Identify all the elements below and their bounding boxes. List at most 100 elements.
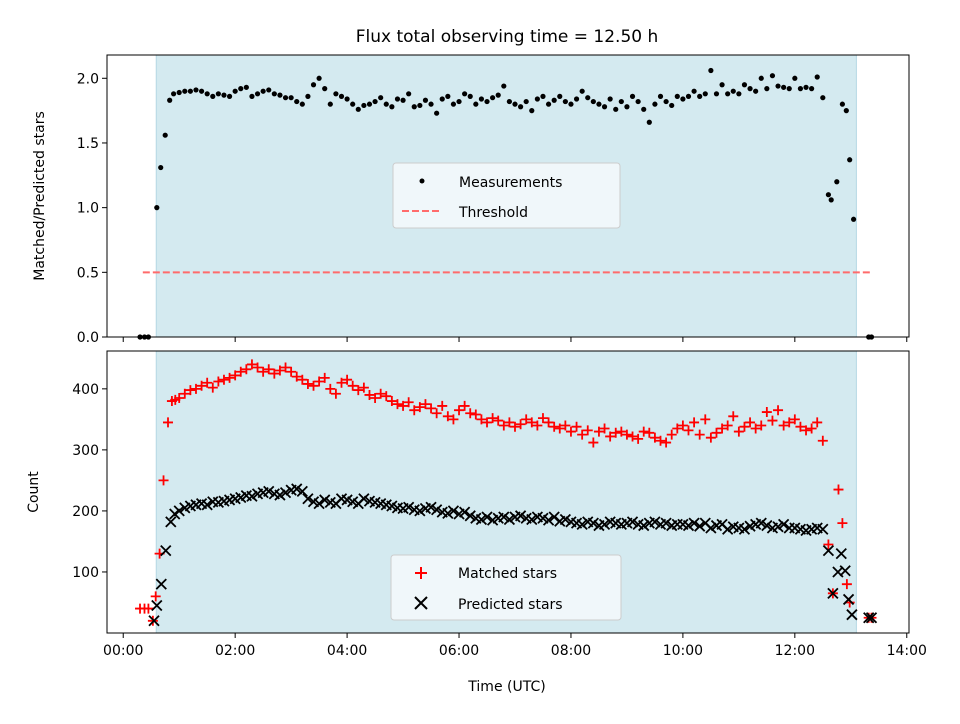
- data-point: [302, 493, 314, 505]
- data-point: [722, 523, 734, 535]
- data-point: [554, 423, 565, 434]
- data-point: [288, 95, 294, 101]
- data-point: [741, 82, 748, 88]
- x-tick-label: 04:00: [327, 643, 367, 659]
- data-point: [523, 98, 529, 105]
- data-point: [150, 591, 161, 602]
- legend-predicted-marker: [414, 596, 428, 610]
- data-point: [526, 417, 537, 428]
- data-point: [420, 399, 431, 410]
- data-point: [694, 429, 705, 440]
- data-point: [291, 371, 302, 382]
- data-point: [201, 499, 213, 511]
- data-point: [514, 510, 527, 522]
- data-point: [165, 516, 177, 528]
- data-point: [411, 104, 417, 110]
- data-point: [269, 368, 280, 379]
- data-point: [624, 104, 630, 110]
- data-point: [761, 407, 772, 418]
- data-point: [158, 475, 169, 486]
- data-point: [148, 615, 160, 627]
- data-point: [226, 93, 233, 99]
- data-point: [414, 402, 425, 413]
- data-point: [834, 179, 840, 185]
- data-point: [633, 433, 644, 444]
- data-point: [610, 427, 621, 438]
- data-point: [193, 87, 199, 93]
- data-point: [167, 97, 173, 103]
- data-point: [680, 96, 686, 102]
- data-point: [196, 380, 207, 391]
- data-point: [299, 101, 305, 107]
- data-point: [717, 423, 728, 434]
- data-point: [252, 362, 263, 373]
- data-point: [582, 425, 593, 436]
- data-point: [565, 426, 576, 437]
- y-tick-label: 300: [72, 443, 99, 459]
- legend-matched-label: Matched stars: [458, 566, 557, 582]
- data-point: [657, 93, 664, 99]
- data-point: [764, 86, 770, 92]
- data-point: [481, 511, 493, 523]
- data-point: [618, 98, 624, 105]
- data-point: [358, 382, 369, 393]
- data-point: [198, 88, 205, 94]
- data-point: [822, 544, 835, 557]
- data-point: [847, 157, 853, 163]
- data-point: [738, 523, 751, 535]
- data-point: [182, 88, 188, 94]
- data-point: [599, 423, 610, 434]
- data-point: [850, 216, 857, 222]
- data-point: [616, 426, 627, 437]
- data-point: [833, 484, 844, 495]
- data-point: [279, 486, 292, 499]
- data-point: [322, 86, 328, 92]
- data-point: [843, 108, 849, 114]
- data-point: [381, 391, 392, 402]
- data-point: [286, 366, 297, 377]
- data-point: [263, 485, 275, 498]
- data-point: [593, 426, 604, 437]
- data-point: [353, 385, 364, 396]
- data-point: [266, 87, 272, 93]
- data-point: [828, 197, 834, 203]
- data-point: [711, 427, 722, 438]
- data-point: [431, 504, 443, 516]
- data-point: [162, 132, 168, 138]
- data-point: [607, 96, 613, 102]
- data-point: [576, 518, 588, 530]
- data-point: [728, 411, 739, 422]
- data-point: [327, 101, 333, 107]
- data-point: [454, 405, 465, 416]
- data-point: [179, 388, 190, 399]
- data-point: [540, 93, 546, 99]
- data-point: [638, 519, 650, 532]
- data-point: [263, 364, 274, 375]
- data-point: [691, 88, 697, 94]
- data-point: [160, 544, 172, 557]
- data-point: [767, 415, 778, 426]
- data-point: [817, 523, 829, 535]
- data-point: [163, 417, 174, 428]
- data-point: [777, 518, 790, 530]
- x-tick-label: 14:00: [887, 643, 927, 659]
- data-point: [786, 86, 792, 92]
- data-point: [784, 417, 795, 428]
- data-point: [795, 421, 806, 432]
- data-point: [350, 101, 356, 107]
- data-point: [750, 423, 761, 434]
- data-point: [797, 86, 804, 92]
- y-tick-label: 100: [72, 565, 99, 581]
- data-point: [176, 89, 182, 96]
- data-point: [559, 513, 572, 526]
- data-point: [282, 95, 289, 101]
- data-point: [218, 374, 229, 385]
- data-point: [383, 101, 389, 107]
- data-point: [316, 75, 322, 81]
- data-point: [207, 382, 218, 393]
- data-point: [476, 414, 487, 425]
- data-point: [809, 86, 815, 92]
- data-point: [294, 98, 300, 105]
- data-point: [758, 75, 764, 81]
- data-point: [638, 426, 649, 437]
